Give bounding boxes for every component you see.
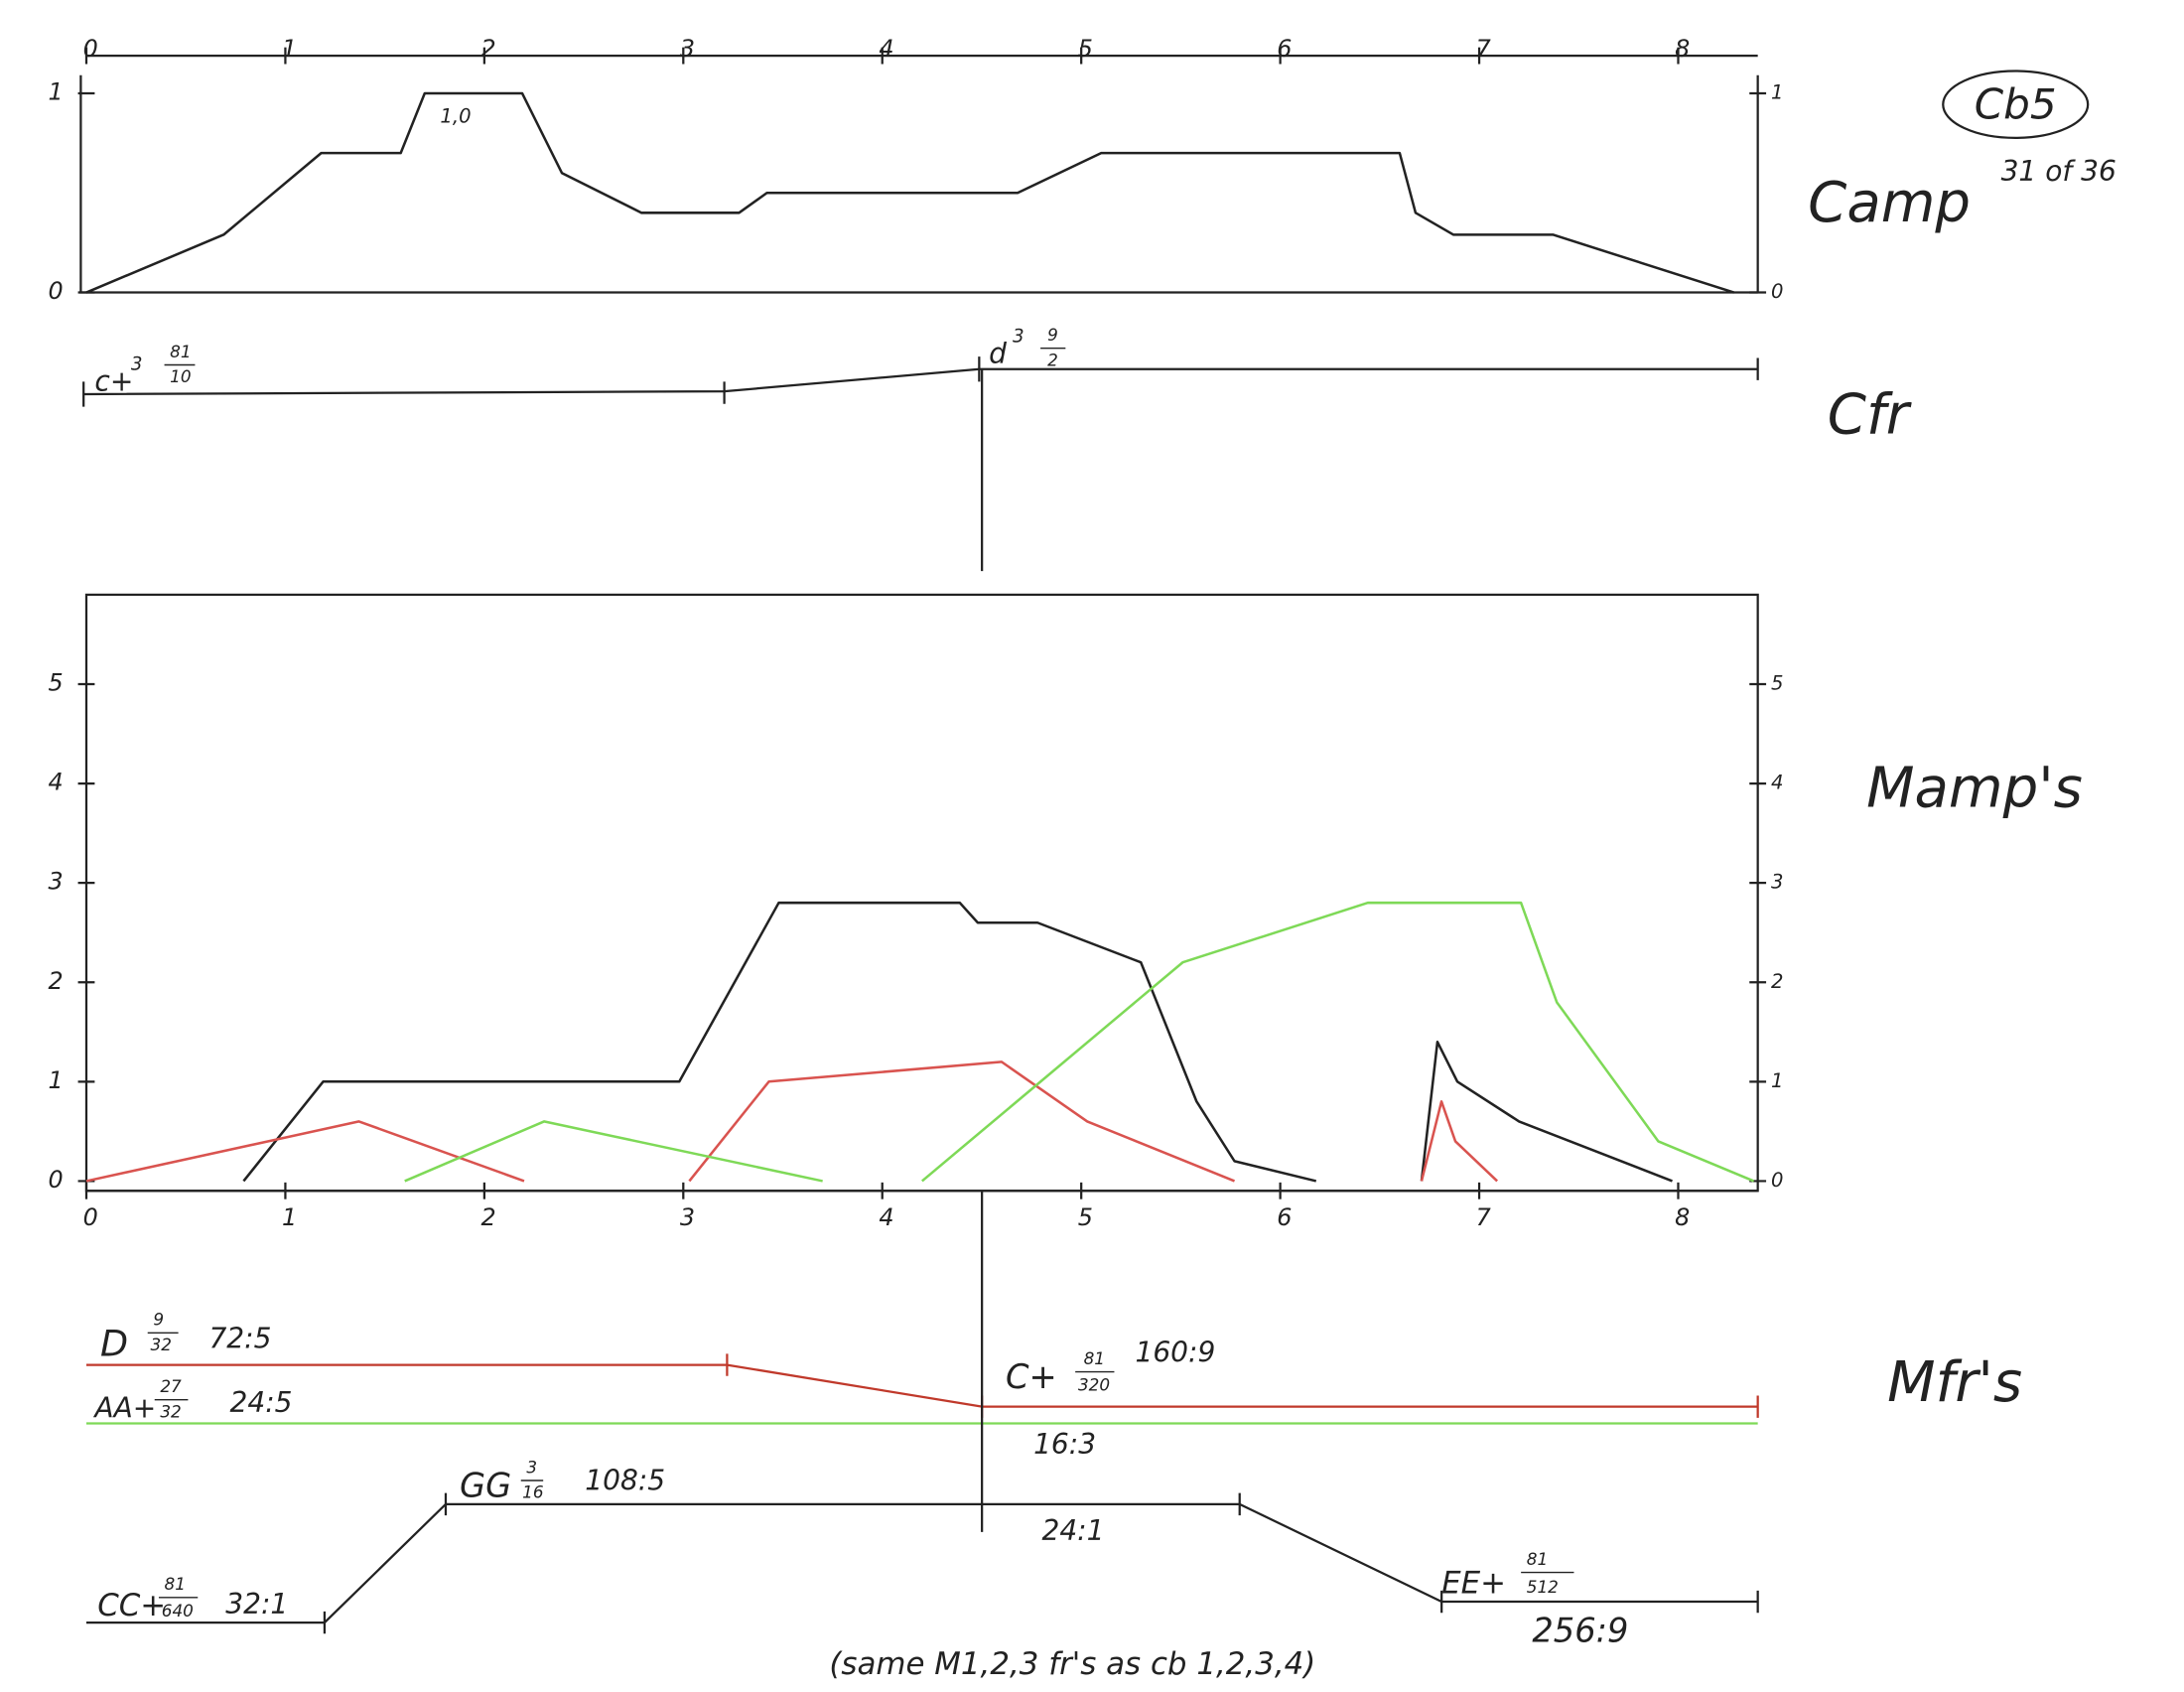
annotation: 1,0: [440, 104, 471, 127]
y2-tick-label: 0: [1771, 280, 1784, 303]
note-ratio: 24:5: [230, 1386, 293, 1419]
x-tick-label: 1: [282, 1203, 297, 1231]
note-name: GG: [460, 1467, 511, 1505]
ratio-label: 16:3: [1033, 1428, 1096, 1461]
note-num: 81: [170, 342, 191, 361]
y-tick-label: 4: [49, 769, 64, 796]
data-line: [85, 1060, 1499, 1183]
data-line: [404, 901, 1755, 1183]
y2-tick-label: 1: [1771, 1069, 1784, 1092]
y-tick-label: 3: [49, 868, 64, 896]
mfr-black-line: [85, 1502, 1758, 1624]
x-tick-label: 8: [1675, 1203, 1690, 1231]
y-tick-label: 0: [49, 1166, 64, 1194]
section-label: Mfr's: [1887, 1350, 2022, 1415]
y2-tick-label: 5: [1771, 672, 1784, 695]
x-tick-label: 5: [1078, 1203, 1093, 1231]
ratio-label: 256:9: [1532, 1611, 1628, 1649]
note-name: EE+: [1441, 1566, 1506, 1602]
note-ratio: 32:1: [225, 1588, 288, 1621]
y-tick-label: 0: [49, 277, 64, 305]
chart-title: Mamp's: [1866, 756, 2083, 820]
note-den: 32: [151, 1335, 172, 1354]
note-den: 320: [1078, 1375, 1110, 1395]
x-tick-label: 3: [680, 35, 695, 63]
y2-tick-label: 0: [1771, 1169, 1784, 1192]
y2-tick-label: 4: [1771, 772, 1784, 794]
note-den: 640: [162, 1601, 194, 1621]
mfr-red-line: [85, 1363, 1758, 1408]
y-tick-label: 2: [49, 967, 64, 995]
x-tick-label: 3: [680, 1203, 695, 1231]
note-name: C+: [1006, 1357, 1057, 1396]
note-num: 9: [153, 1310, 164, 1330]
note-num: 81: [165, 1574, 186, 1594]
x-tick-label: 8: [1675, 35, 1690, 63]
x-tick-label: 7: [1476, 1203, 1491, 1231]
sheet-id: Cb5: [1975, 80, 2057, 129]
note-name: c+: [94, 365, 133, 398]
footer-note: (same M1,2,3 fr's as cb 1,2,3,4): [829, 1646, 1315, 1682]
note-den: 16: [522, 1482, 543, 1502]
cfr-section: c+ 3 81 10 d 3 9 2 Cfr: [82, 325, 1912, 572]
note-octave: 3: [131, 353, 143, 374]
note-ratio: 72:5: [208, 1322, 271, 1354]
x-tick-label: 0: [83, 1203, 98, 1231]
chart-title: Camp: [1808, 171, 1971, 235]
section-label: Cfr: [1828, 382, 1912, 447]
y2-tick-label: 1: [1771, 80, 1784, 103]
mfr-ticks: [323, 1191, 1759, 1634]
note-name: AA+: [92, 1391, 156, 1424]
note-name: D: [100, 1322, 128, 1364]
cfr-ticks: [82, 356, 1759, 572]
x-tick-label: 2: [480, 35, 495, 63]
note-ratio: 108:5: [585, 1464, 665, 1496]
ratio-label: 24:1: [1041, 1514, 1104, 1547]
x-tick-label: 5: [1078, 35, 1093, 63]
data-line: [242, 901, 1673, 1183]
x-tick-label: 6: [1277, 35, 1292, 63]
y-tick-label: 1: [49, 77, 64, 105]
y-tick-label: 1: [49, 1066, 64, 1094]
y-tick-label: 5: [49, 669, 64, 697]
y2-tick-label: 2: [1771, 970, 1784, 993]
note-num: 27: [160, 1376, 182, 1396]
note-octave: 3: [1013, 326, 1024, 347]
x-tick-label: 6: [1277, 1203, 1292, 1231]
note-den: 10: [170, 366, 191, 386]
note-den: 512: [1527, 1577, 1559, 1597]
id-circle: [1942, 70, 2090, 139]
x-tick-label: 4: [879, 35, 893, 63]
note-num: 3: [526, 1457, 537, 1477]
x-tick-label: 7: [1476, 35, 1491, 63]
data-line: [85, 91, 1735, 294]
note-ratio: 160:9: [1135, 1336, 1215, 1368]
note-name: d: [989, 338, 1007, 370]
note-num: 81: [1084, 1348, 1105, 1368]
y2-tick-label: 3: [1771, 871, 1784, 894]
x-tick-label: 0: [83, 35, 98, 63]
x-tick-label: 4: [879, 1203, 893, 1231]
note-name: CC+: [97, 1588, 166, 1623]
page-count: 31 of 36: [2001, 155, 2116, 188]
mfr-section: D 9 32 72:5 C+ 81 320 160:9 AA+ 27 32 24…: [85, 1191, 2022, 1649]
note-num: 9: [1047, 325, 1058, 345]
x-tick-label: 2: [480, 1203, 495, 1231]
note-den: 32: [160, 1401, 181, 1421]
note-num: 81: [1527, 1549, 1548, 1569]
note-den: 2: [1047, 350, 1058, 369]
x-tick-label: 1: [282, 35, 297, 63]
cfr-line: [83, 367, 1758, 396]
